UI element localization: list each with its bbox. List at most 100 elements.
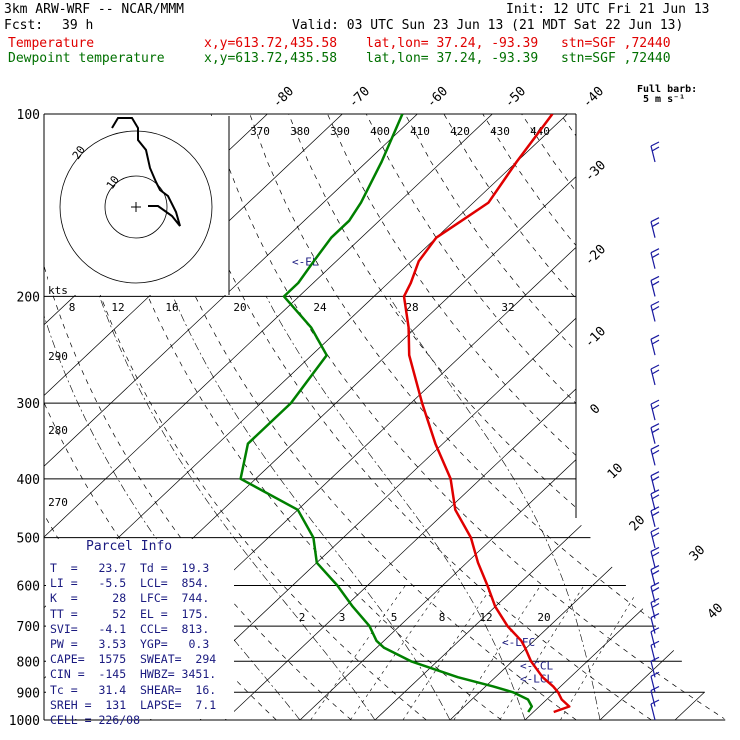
wind-barb — [650, 364, 660, 386]
wind-barb — [650, 334, 660, 356]
wind-barb — [650, 217, 660, 238]
mixing-ratio-label: 16 — [165, 301, 178, 314]
moist-adiabat — [44, 296, 301, 721]
init-time: Init: 12 UTC Fri 21 Jun 13 — [506, 2, 710, 17]
dry-adiabat — [327, 114, 740, 721]
forecast-label: Fcst: — [4, 18, 44, 33]
dry-adiabat — [676, 114, 740, 721]
wind-barb — [650, 699, 660, 721]
wind-barb — [650, 627, 660, 648]
mixing-ratio-label: 28 — [405, 301, 418, 314]
dry-adiabat — [560, 114, 740, 721]
pressure-label: 500 — [17, 532, 40, 547]
temperature-tick-label: -50 — [502, 84, 529, 111]
dry-adiabat — [598, 114, 740, 721]
mixing-ratio-label: 8 — [69, 301, 76, 314]
theta-label: 270 — [48, 496, 68, 509]
theta-label: 380 — [290, 125, 310, 138]
mixing-ratio-label: 5 — [391, 611, 398, 624]
mixing-ratio-label: 20 — [537, 611, 550, 624]
lcl-marker: <-LCL — [520, 672, 553, 685]
mixing-ratio-line — [499, 585, 585, 721]
temperature-tick-label: 40 — [705, 601, 727, 623]
isotherm — [374, 114, 740, 721]
pressure-label: 700 — [17, 620, 40, 635]
isotherm — [299, 114, 740, 721]
dry-adiabat — [482, 114, 740, 721]
wind-barb — [650, 423, 660, 444]
pressure-label: 100 — [17, 108, 40, 123]
ccl-marker: <-CCL — [520, 660, 553, 673]
temperature-latlon: lat,lon= 37.24, -93.39 — [366, 36, 539, 51]
wind-barb — [650, 248, 660, 269]
forecast-hour: 39 h — [62, 18, 94, 33]
dry-adiabat — [288, 114, 740, 721]
pressure-label: 300 — [17, 397, 40, 412]
mixing-ratio-label: 12 — [479, 611, 492, 624]
parcel-info-line: TT = 52 EL = 175. — [50, 606, 210, 621]
parcel-info-line: SVI= -4.1 CCL= 813. — [50, 621, 210, 636]
dry-adiabat — [443, 114, 740, 721]
isotherm — [44, 114, 343, 721]
wind-barb — [650, 546, 660, 568]
dewpoint-station: stn=SGF ,72440 — [561, 51, 671, 66]
dewpoint-line — [239, 114, 534, 713]
pressure-label: 600 — [17, 580, 40, 595]
wind-barb — [650, 613, 660, 634]
wind-barb — [650, 471, 660, 492]
mixing-ratio-line — [402, 585, 493, 721]
hodograph: 20 10 — [48, 116, 230, 295]
moist-adiabat — [388, 296, 601, 721]
moist-adiabat — [265, 296, 526, 721]
isotherm — [44, 114, 568, 721]
wind-barb — [650, 489, 660, 510]
dry-adiabat — [171, 114, 652, 721]
wind-barb — [650, 565, 660, 586]
parcel-info-line: T = 23.7 Td = 19.3 — [50, 561, 210, 575]
parcel-info-line: LI = -5.5 LCL= 854. — [50, 576, 210, 591]
mixing-ratio-line — [453, 585, 541, 721]
parcel-info-line: PW = 3.53 YGP= 0.3 — [50, 637, 210, 652]
parcel-info-line: SREH = 131 LAPSE= 7.1 — [50, 697, 217, 712]
hodo-ring-label-outer: 20 — [70, 143, 88, 161]
parcel-info-line: K = 28 LFC= 744. — [50, 591, 210, 606]
parcel-info-title: Parcel Info — [86, 539, 173, 554]
wind-barb — [650, 685, 660, 707]
moist-adiabat — [99, 296, 376, 721]
theta-label: 430 — [490, 125, 510, 138]
theta-label: 390 — [330, 125, 350, 138]
dry-adiabat — [249, 114, 740, 721]
mixing-ratio-label: 32 — [501, 301, 514, 314]
dewpoint-legend: Dewpoint temperature — [8, 51, 165, 66]
wind-barb — [650, 141, 660, 163]
mixing-ratio-line — [310, 585, 406, 721]
mixing-ratio-label: 12 — [111, 301, 124, 314]
model-title: 3km ARW-WRF -- NCAR/MMM — [4, 2, 185, 17]
hodo-units-label: kts — [48, 284, 68, 297]
theta-label: 410 — [410, 125, 430, 138]
temperature-tick-label: -70 — [346, 84, 373, 111]
temperature-line — [402, 114, 571, 714]
mixing-ratio-label: 24 — [313, 301, 327, 314]
wind-barb — [650, 527, 660, 549]
wind-barb — [650, 275, 660, 297]
temperature-tick-label: 30 — [687, 543, 709, 565]
dry-adiabat — [94, 114, 502, 721]
temperature-tick-label: -10 — [582, 324, 609, 351]
pressure-label: 1000 — [9, 714, 40, 729]
theta-label: 370 — [250, 125, 270, 138]
temperature-station: stn=SGF ,72440 — [561, 36, 671, 51]
mixing-ratio-label: 2 — [299, 611, 306, 624]
dry-adiabat — [365, 114, 740, 721]
mixing-ratio-line — [560, 585, 642, 721]
lfc-marker: <-LFC — [502, 636, 535, 649]
temperature-legend: Temperature — [8, 36, 95, 51]
wind-barb — [650, 671, 660, 693]
dry-adiabat — [133, 114, 577, 721]
pressure-label: 200 — [17, 290, 40, 305]
hodograph-trace — [111, 117, 181, 227]
pressure-label: 800 — [17, 655, 40, 670]
isotherm — [524, 114, 740, 721]
valid-time: Valid: 03 UTC Sun 23 Jun 13 (21 MDT Sat … — [292, 18, 684, 33]
pressure-label: 900 — [17, 686, 40, 701]
